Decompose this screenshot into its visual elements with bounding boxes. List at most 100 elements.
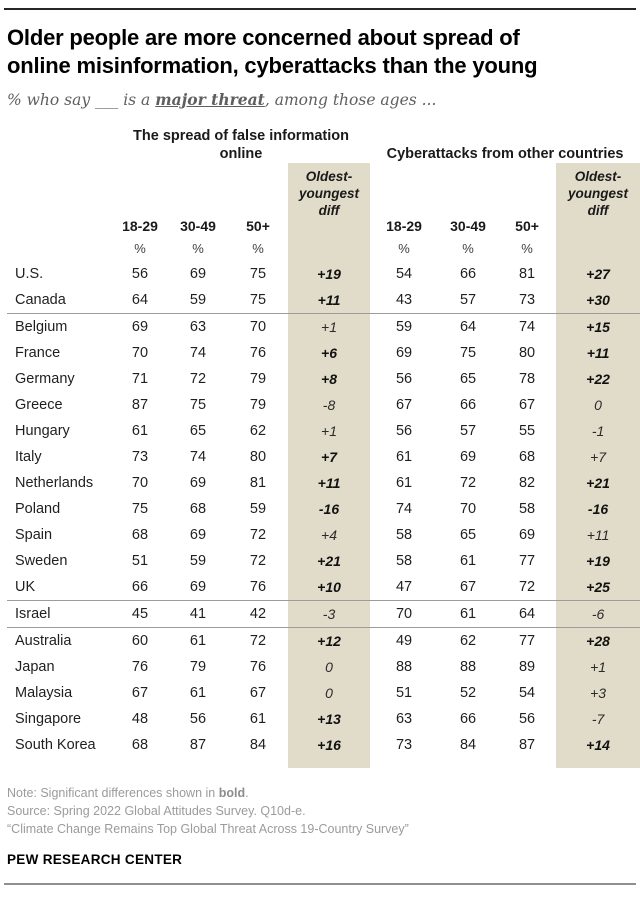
g1-value-18-29: 87 [131,397,149,413]
g1-value-50plus: 76 [249,659,267,675]
g2-value-30-49: 72 [459,475,477,491]
country-label: Spain [15,527,53,543]
g1-value-18-29: 76 [131,659,149,675]
g1-diff: +6 [288,340,371,366]
g2-value-18-29: 58 [395,527,413,543]
g2-value-18-29: 49 [370,627,439,654]
g2-diff: +7 [556,444,640,470]
g1-value-50plus: 84 [249,737,267,753]
g2-value-50plus: 87 [518,737,536,753]
g1-value-30-49: 63 [168,313,228,340]
pct-symbol: % [192,240,204,256]
g1-diff: -16 [288,496,371,522]
g2-value-50plus: 89 [518,659,536,675]
corner-cell [7,235,112,261]
g2-diff: +11 [556,340,640,366]
percent-symbol-row: % % % % % % [7,235,640,261]
g2-diff: +27 [556,261,640,287]
corner-cell [7,163,112,235]
g1-value-30-49: 79 [189,659,207,675]
g2-value-50plus: 73 [518,292,536,308]
g2-value-50plus: 78 [518,371,536,387]
g2-value-18-29: 73 [395,737,413,753]
pct-symbol: % [521,240,533,256]
table-row: Netherlands 70 69 81 +11 61 72 82 +21 [7,470,640,496]
country-label: South Korea [15,737,96,753]
subtitle-prefix: % who say ___ is a [7,91,156,109]
country-label: France [15,345,61,361]
g1-value-18-29: 51 [131,553,149,569]
g2-value-50plus: 55 [518,423,536,439]
g1-value-18-29: 45 [112,600,168,628]
g1-diff: +11 [288,470,371,496]
group-header-row: The spread of false information online C… [7,126,640,163]
g2-col-30-49: 30-49 [450,218,486,234]
g1-value-50plus: 76 [249,579,267,595]
g2-diff: +28 [556,627,640,654]
table-row: Malaysia 67 61 67 0 51 52 54 +3 [7,680,640,706]
g1-value-30-49: 69 [189,527,207,543]
g2-value-30-49: 88 [459,659,477,675]
g2-value-30-49: 52 [459,685,477,701]
g1-value-18-29: 56 [131,266,149,282]
table-row: Hungary 61 65 62 +1 56 57 55 -1 [7,418,640,444]
g1-diff: -3 [288,600,371,628]
g1-value-18-29: 61 [131,423,149,439]
g2-value-18-29: 70 [370,600,439,628]
g2-value-30-49: 61 [459,553,477,569]
table-row: Germany 71 72 79 +8 56 65 78 +22 [7,366,640,392]
g1-value-50plus: 62 [249,423,267,439]
footnote-source-line: Source: Spring 2022 Global Attitudes Sur… [7,804,306,818]
g1-value-50plus: 72 [249,553,267,569]
g2-value-50plus: 80 [518,345,536,361]
pct-symbol: % [398,240,410,256]
pad-cell-shaded [556,758,640,768]
g2-value-50plus: 67 [518,397,536,413]
g2-value-30-49: 66 [459,711,477,727]
g1-col-18-29: 18-29 [122,218,158,234]
g2-value-18-29: 61 [395,475,413,491]
country-label: Canada [15,292,66,308]
subtitle-emphasis: major threat [155,90,265,109]
age-header-row: 18-29 30-49 50+ Oldest-youngest diff 18-… [7,163,640,235]
g1-value-18-29: 60 [112,627,168,654]
country-label: Hungary [15,423,70,439]
note-suffix: . [245,786,249,800]
g2-value-30-49: 57 [459,423,477,439]
g1-value-50plus: 80 [249,449,267,465]
g2-value-30-49: 75 [459,345,477,361]
g1-value-30-49: 68 [189,501,207,517]
footnote-report-line: “Climate Change Remains Top Global Threa… [7,822,409,836]
g2-diff: +19 [556,548,640,574]
g1-value-18-29: 64 [131,292,149,308]
table-row: Greece 87 75 79 -8 67 66 67 0 [7,392,640,418]
pad-cell [168,758,228,768]
g1-diff: -8 [288,392,371,418]
g2-value-50plus: 77 [518,553,536,569]
table-row: Singapore 48 56 61 +13 63 66 56 -7 [7,706,640,732]
pad-cell [112,758,168,768]
g1-value-30-49: 61 [168,627,228,654]
g2-value-30-49: 65 [459,527,477,543]
note-prefix: Note: Significant differences shown in [7,786,219,800]
g1-value-18-29: 71 [131,371,149,387]
top-divider [4,8,636,10]
table-row: Japan 76 79 76 0 88 88 89 +1 [7,654,640,680]
g1-diff: +13 [288,706,371,732]
g1-diff: +1 [288,418,371,444]
g2-diff-col-header: Oldest-youngest diff [556,163,640,235]
g1-value-30-49: 72 [189,371,207,387]
group2-title: Cyberattacks from other countries [386,146,624,162]
country-label: Australia [7,627,112,654]
g1-value-30-49: 74 [189,345,207,361]
g1-value-18-29: 68 [131,527,149,543]
table-row: Italy 73 74 80 +7 61 69 68 +7 [7,444,640,470]
g1-value-30-49: 59 [189,553,207,569]
table-row: Israel 45 41 42 -3 70 61 64 -6 [7,600,640,628]
g2-diff: -6 [556,600,640,628]
table-row: Sweden 51 59 72 +21 58 61 77 +19 [7,548,640,574]
g2-col-50plus: 50+ [515,218,539,234]
g1-value-18-29: 66 [131,579,149,595]
pew-research-center-wordmark: PEW RESEARCH CENTER [7,852,183,867]
